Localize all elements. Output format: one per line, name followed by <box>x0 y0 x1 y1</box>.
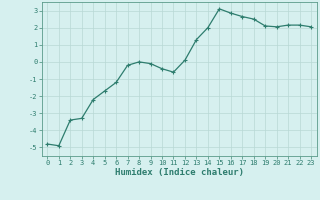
X-axis label: Humidex (Indice chaleur): Humidex (Indice chaleur) <box>115 168 244 177</box>
